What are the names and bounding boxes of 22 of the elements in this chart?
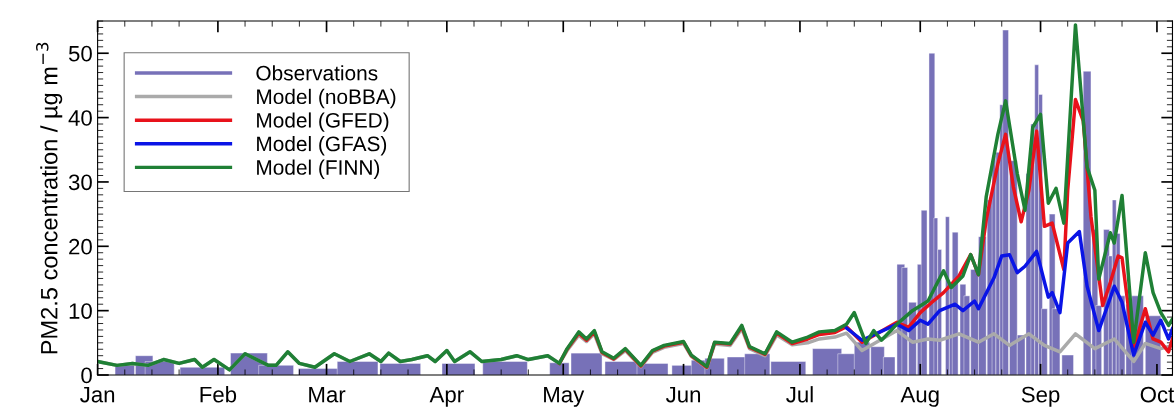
x-tick-label: Feb	[200, 386, 237, 403]
x-tick-label: Aug	[900, 386, 939, 407]
x-tick-label: Jul	[786, 386, 813, 403]
y-tick-label: 50	[68, 45, 92, 62]
y-tick-label: 10	[69, 303, 92, 319]
y-axis-title: PM2.5 concentration / µg m$^{−3}$	[36, 42, 63, 354]
x-tick-label: Mar	[309, 386, 346, 403]
x-tick-label: Apr	[429, 386, 464, 407]
x-tick-label: Jan	[80, 386, 115, 403]
y-tick-label: 20	[69, 238, 92, 255]
x-tick-label: Sep	[1021, 386, 1060, 407]
x-tick-label: Jun	[665, 386, 701, 403]
legend-label: Model (GFAS)	[257, 135, 387, 156]
y-tick-label: 0	[81, 367, 92, 384]
legend-label: Observations	[256, 65, 378, 81]
legend-label: Model (noBBA)	[257, 88, 396, 109]
y-tick-label: 40	[68, 110, 92, 126]
y-tick-label: 30	[68, 174, 92, 191]
legend-label: Model (GFED)	[257, 112, 389, 132]
x-tick-label: May	[544, 386, 585, 407]
legend-label: Model (FINN)	[257, 159, 380, 179]
x-tick-label: Oct	[1140, 386, 1175, 403]
